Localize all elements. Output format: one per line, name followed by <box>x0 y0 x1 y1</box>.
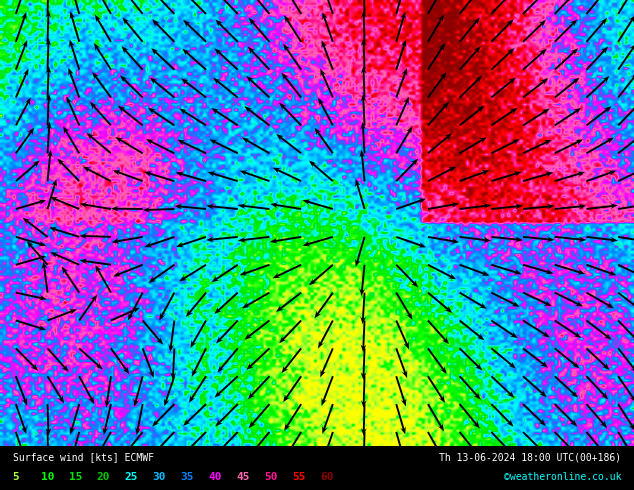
Text: 40: 40 <box>209 472 222 482</box>
Text: 25: 25 <box>125 472 138 482</box>
Text: 50: 50 <box>265 472 278 482</box>
Text: Th 13-06-2024 18:00 UTC(00+186): Th 13-06-2024 18:00 UTC(00+186) <box>439 453 621 463</box>
Text: 20: 20 <box>96 472 110 482</box>
Text: 15: 15 <box>68 472 82 482</box>
Text: 35: 35 <box>181 472 194 482</box>
Text: 30: 30 <box>153 472 166 482</box>
Text: Surface wind [kts] ECMWF: Surface wind [kts] ECMWF <box>13 453 153 463</box>
Text: 45: 45 <box>236 472 250 482</box>
Text: 60: 60 <box>321 472 334 482</box>
Text: ©weatheronline.co.uk: ©weatheronline.co.uk <box>504 472 621 482</box>
Text: 55: 55 <box>293 472 306 482</box>
Text: 5: 5 <box>13 472 20 482</box>
Text: 10: 10 <box>41 472 54 482</box>
